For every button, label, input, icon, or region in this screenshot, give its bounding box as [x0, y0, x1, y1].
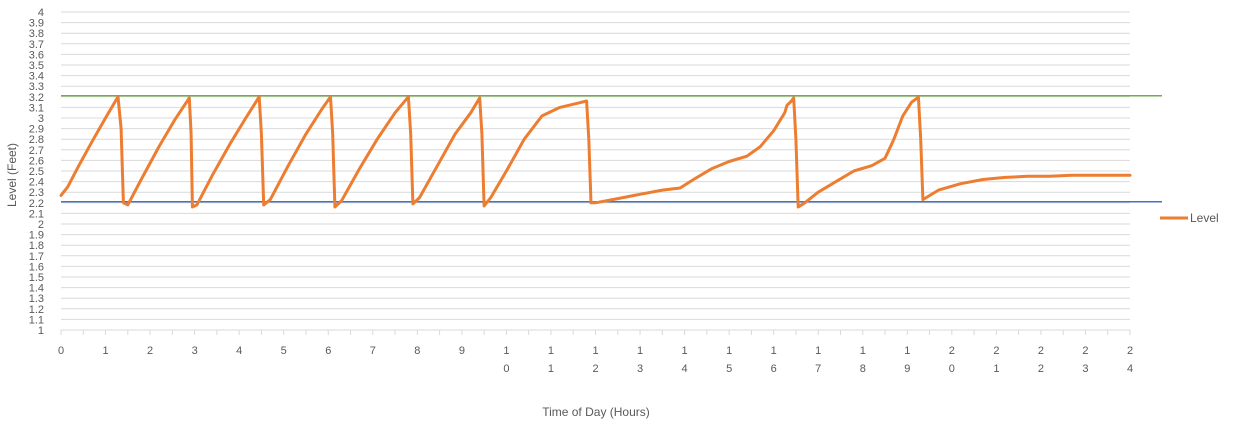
y-tick-label: 3.8	[29, 28, 44, 40]
y-tick-label: 2.5	[29, 166, 44, 178]
y-tick-label: 3.7	[29, 39, 44, 51]
x-tick-label: 5	[281, 345, 287, 357]
x-axis-title: Time of Day (Hours)	[542, 405, 650, 419]
y-tick-label: 1.9	[29, 230, 44, 242]
y-tick-label: 2.6	[29, 155, 44, 167]
x-tick-label: 8	[414, 345, 420, 357]
legend: Level	[1160, 211, 1219, 225]
x-tick-label: 0	[503, 363, 509, 375]
x-tick-label: 2	[1038, 363, 1044, 375]
x-tick-label: 1	[548, 345, 554, 357]
x-tick-label: 9	[459, 345, 465, 357]
x-tick-label: 3	[1082, 363, 1088, 375]
x-tick-label: 3	[192, 345, 198, 357]
y-tick-label: 1.6	[29, 261, 44, 273]
y-axis-tick-labels: 11.11.21.31.41.51.61.71.81.922.12.22.32.…	[29, 7, 44, 337]
y-tick-label: 3	[38, 113, 44, 125]
y-tick-label: 2.1	[29, 208, 44, 220]
y-tick-label: 1.8	[29, 240, 44, 252]
y-tick-label: 3.9	[29, 18, 44, 30]
x-tick-label: 2	[949, 345, 955, 357]
y-tick-label: 2.4	[29, 177, 44, 189]
y-tick-label: 3.3	[29, 81, 44, 93]
y-tick-label: 3.5	[29, 60, 44, 72]
x-tick-label: 6	[325, 345, 331, 357]
x-tick-label: 2	[1038, 345, 1044, 357]
y-tick-label: 4	[38, 7, 44, 19]
y-tick-label: 1.7	[29, 251, 44, 263]
y-tick-label: 1.4	[29, 283, 44, 295]
y-tick-label: 1	[38, 325, 44, 337]
x-tick-label: 1	[726, 345, 732, 357]
x-tick-label: 2	[147, 345, 153, 357]
legend-label-level: Level	[1190, 211, 1219, 225]
x-tick-label: 1	[771, 345, 777, 357]
x-tick-label: 4	[236, 345, 242, 357]
x-tick-label: 1	[904, 345, 910, 357]
x-tick-label: 2	[1082, 345, 1088, 357]
reference-lines	[61, 94, 1162, 203]
y-tick-label: 2.9	[29, 124, 44, 136]
x-tick-label: 1	[993, 363, 999, 375]
y-tick-label: 2.2	[29, 198, 44, 210]
x-tick-label: 1	[592, 345, 598, 357]
x-tick-label: 1	[815, 345, 821, 357]
y-tick-label: 1.2	[29, 304, 44, 316]
x-axis-tick-marks	[60, 330, 1131, 335]
y-axis-title: Level (Feet)	[5, 143, 19, 207]
x-tick-label: 1	[548, 363, 554, 375]
x-tick-label: 4	[682, 363, 688, 375]
x-tick-label: 2	[993, 345, 999, 357]
x-tick-label: 7	[815, 363, 821, 375]
x-tick-label: 4	[1127, 363, 1133, 375]
x-tick-label: 1	[102, 345, 108, 357]
y-tick-label: 3.6	[29, 49, 44, 61]
x-tick-label: 6	[771, 363, 777, 375]
y-tick-label: 3.1	[29, 102, 44, 114]
series-lines	[59, 95, 1132, 209]
y-tick-label: 2.3	[29, 187, 44, 199]
x-tick-label: 1	[860, 345, 866, 357]
y-tick-label: 2.7	[29, 145, 44, 157]
y-tick-label: 3.2	[29, 92, 44, 104]
x-tick-label: 9	[904, 363, 910, 375]
x-tick-label: 8	[860, 363, 866, 375]
x-tick-label: 2	[1127, 345, 1133, 357]
x-tick-label: 7	[370, 345, 376, 357]
y-tick-label: 1.3	[29, 293, 44, 305]
x-tick-label: 3	[637, 363, 643, 375]
x-tick-label: 0	[949, 363, 955, 375]
x-tick-label: 5	[726, 363, 732, 375]
x-tick-label: 1	[682, 345, 688, 357]
series-line-level	[59, 95, 1132, 209]
x-tick-label: 1	[637, 345, 643, 357]
y-tick-label: 1.5	[29, 272, 44, 284]
y-tick-label: 1.1	[29, 314, 44, 326]
y-tick-label: 2.8	[29, 134, 44, 146]
x-tick-label: 0	[58, 345, 64, 357]
x-tick-label: 1	[503, 345, 509, 357]
y-tick-label: 2	[38, 219, 44, 231]
x-tick-label: 2	[592, 363, 598, 375]
gridlines	[61, 11, 1130, 320]
y-tick-label: 3.4	[29, 71, 44, 83]
